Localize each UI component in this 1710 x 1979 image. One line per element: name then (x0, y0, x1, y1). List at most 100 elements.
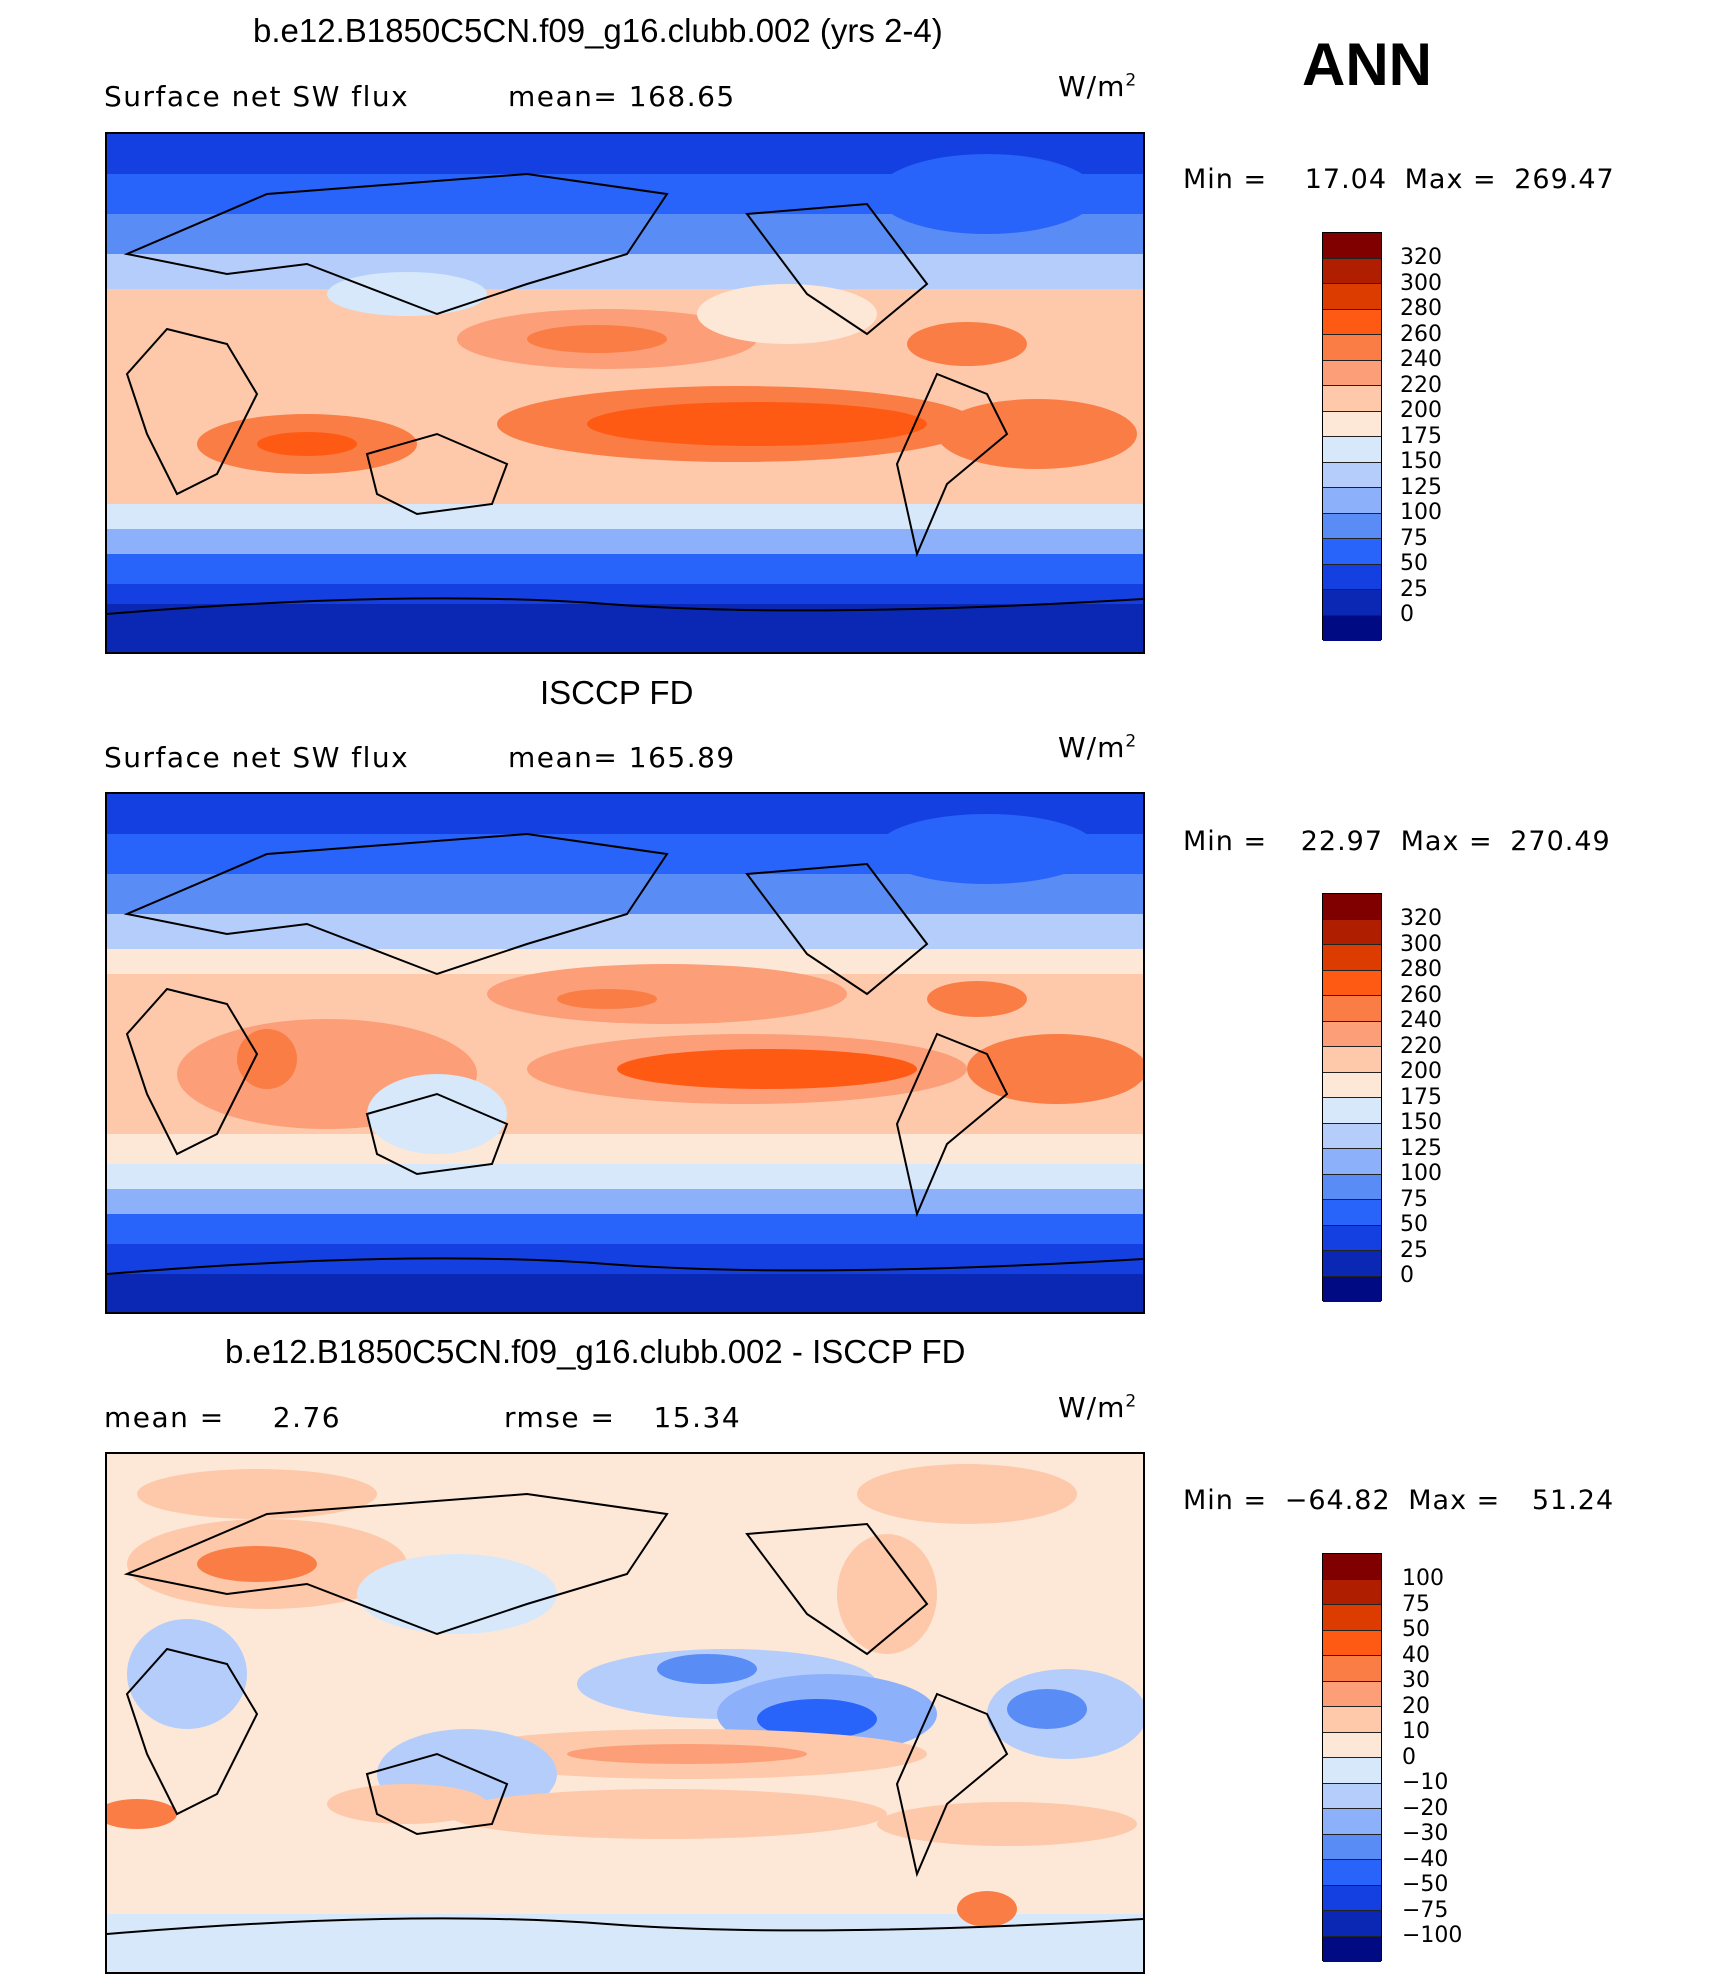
panel2-min-label: Min = (1183, 826, 1268, 857)
panel2-colorbar-swatch (1323, 894, 1381, 920)
panel3-mean-value: 2.76 (272, 1401, 342, 1434)
panel3-colorbar-swatch (1323, 1579, 1381, 1605)
panel3-cb-label: 0 (1402, 1744, 1416, 1770)
panel2-cb-label: 200 (1400, 1059, 1442, 1084)
panel3-rmse-value: 15.34 (653, 1401, 742, 1434)
panel3-cb-label: 20 (1402, 1693, 1430, 1719)
panel3-cb-label: −75 (1402, 1897, 1449, 1923)
panel3-colorbar-swatch (1323, 1656, 1381, 1682)
panel3-max-label: Max = (1408, 1485, 1501, 1516)
panel2-colorbar-swatch (1323, 1021, 1381, 1047)
panel3-cb-label: 75 (1402, 1591, 1430, 1617)
panel2-colorbar-swatch (1323, 1149, 1381, 1175)
panel2-colorbar-swatch (1323, 1123, 1381, 1149)
panel3-colorbar-swatch (1323, 1605, 1381, 1631)
panel1-max-label: Max = (1404, 164, 1497, 195)
panel3-colorbar (1322, 1553, 1382, 1962)
panel3-cb-label: −50 (1402, 1872, 1449, 1897)
panel2-colorbar-swatch (1323, 1174, 1381, 1200)
panel3-units: W/m2 (1058, 1391, 1138, 1424)
panel1-colorbar-swatch (1323, 233, 1381, 259)
season-label: ANN (1302, 31, 1432, 98)
panel2-max-value: 270.49 (1510, 826, 1611, 857)
panel1-colorbar-swatch (1323, 437, 1381, 463)
panel2-map-svg (107, 794, 1143, 1312)
panel2-mean-label: mean= 165.89 (508, 741, 736, 774)
panel3-minmax: Min = −64.82 Max = 51.24 (1183, 1485, 1614, 1516)
panel2-cb-label: 240 (1400, 1008, 1442, 1033)
panel2-cb-label: 100 (1400, 1161, 1442, 1186)
panel2-cb-label: 175 (1400, 1084, 1442, 1110)
panel1-colorbar-swatch (1323, 386, 1381, 412)
panel3-min-value: −64.82 (1284, 1485, 1391, 1516)
panel2-map (105, 792, 1145, 1314)
panel1-cb-label: 100 (1400, 500, 1442, 525)
panel2-units: W/m2 (1058, 731, 1138, 764)
panel1-colorbar-swatch (1323, 539, 1381, 565)
panel1-cb-label: 280 (1400, 296, 1442, 321)
panel2-colorbar-swatch (1323, 919, 1381, 945)
panel1-colorbar-swatch (1323, 258, 1381, 284)
panel2-min-value: 22.97 (1300, 826, 1384, 857)
panel1-map (105, 132, 1145, 654)
panel3-map-svg (107, 1454, 1143, 1972)
panel1-colorbar-swatch (1323, 513, 1381, 539)
panel2-colorbar (1322, 893, 1382, 1302)
panel2-cb-label: 220 (1400, 1033, 1442, 1059)
panel1-cb-label: 200 (1400, 398, 1442, 423)
panel3-colorbar-swatch (1323, 1834, 1381, 1860)
panel2-cb-label: 0 (1400, 1263, 1414, 1288)
panel3-cb-label: 40 (1402, 1642, 1430, 1668)
panel2-colorbar-swatch (1323, 1276, 1381, 1302)
panel1-cb-label: 300 (1400, 270, 1442, 296)
panel1-colorbar-swatch (1323, 411, 1381, 437)
panel1-colorbar (1322, 232, 1382, 641)
panel2-cb-label: 320 (1400, 906, 1442, 931)
panel1-cb-label: 260 (1400, 321, 1442, 347)
panel3-cb-label: −40 (1402, 1846, 1449, 1872)
panel1-mean-label: mean= 168.65 (508, 80, 736, 113)
panel3-rmse-label: rmse = 15.34 (504, 1401, 742, 1434)
panel1-min-value: 17.04 (1304, 164, 1388, 195)
panel1-colorbar-swatch (1323, 488, 1381, 514)
panel2-colorbar-swatch (1323, 996, 1381, 1022)
panel1-colorbar-swatch (1323, 564, 1381, 590)
panel3-colorbar-swatch (1323, 1732, 1381, 1758)
panel1-colorbar-swatch (1323, 462, 1381, 488)
panel3-colorbar-swatch (1323, 1809, 1381, 1835)
panel3-cb-label: 100 (1402, 1566, 1444, 1591)
panel1-cb-label: 75 (1400, 525, 1428, 551)
panel2-max-label: Max = (1400, 826, 1493, 857)
panel3-colorbar-swatch (1323, 1911, 1381, 1937)
panel3-cb-label: −20 (1402, 1795, 1449, 1821)
panel3-min-label: Min = (1183, 1485, 1268, 1516)
panel1-title: b.e12.B1850C5CN.f09_g16.clubb.002 (yrs 2… (253, 12, 943, 49)
panel2-colorbar-swatch (1323, 945, 1381, 971)
panel1-cb-label: 320 (1400, 245, 1442, 270)
panel1-colorbar-swatch (1323, 615, 1381, 641)
panel2-cb-label: 25 (1400, 1237, 1428, 1263)
panel3-colorbar-swatch (1323, 1860, 1381, 1886)
panel1-colorbar-swatch (1323, 590, 1381, 616)
panel3-colorbar-swatch (1323, 1936, 1381, 1962)
panel3-colorbar-swatch (1323, 1758, 1381, 1784)
panel2-colorbar-swatch (1323, 1098, 1381, 1124)
panel2-colorbar-swatch (1323, 1225, 1381, 1251)
panel1-minmax: Min = 17.04 Max = 269.47 (1183, 164, 1615, 195)
panel3-colorbar-swatch (1323, 1630, 1381, 1656)
panel2-colorbar-swatch (1323, 970, 1381, 996)
panel2-cb-label: 50 (1400, 1212, 1428, 1237)
panel3-cb-label: −100 (1402, 1923, 1463, 1948)
panel3-colorbar-swatch (1323, 1554, 1381, 1580)
panel2-title: ISCCP FD (540, 674, 694, 711)
panel1-cb-label: 175 (1400, 423, 1442, 449)
panel1-cb-label: 220 (1400, 372, 1442, 398)
panel1-min-label: Min = (1183, 164, 1268, 195)
panel3-max-value: 51.24 (1531, 1485, 1615, 1516)
panel1-cb-label: 150 (1400, 449, 1442, 474)
panel1-colorbar-swatch (1323, 309, 1381, 335)
panel2-minmax: Min = 22.97 Max = 270.49 (1183, 826, 1611, 857)
panel2-cb-label: 125 (1400, 1135, 1442, 1161)
panel2-cb-label: 150 (1400, 1110, 1442, 1135)
panel2-colorbar-swatch (1323, 1072, 1381, 1098)
